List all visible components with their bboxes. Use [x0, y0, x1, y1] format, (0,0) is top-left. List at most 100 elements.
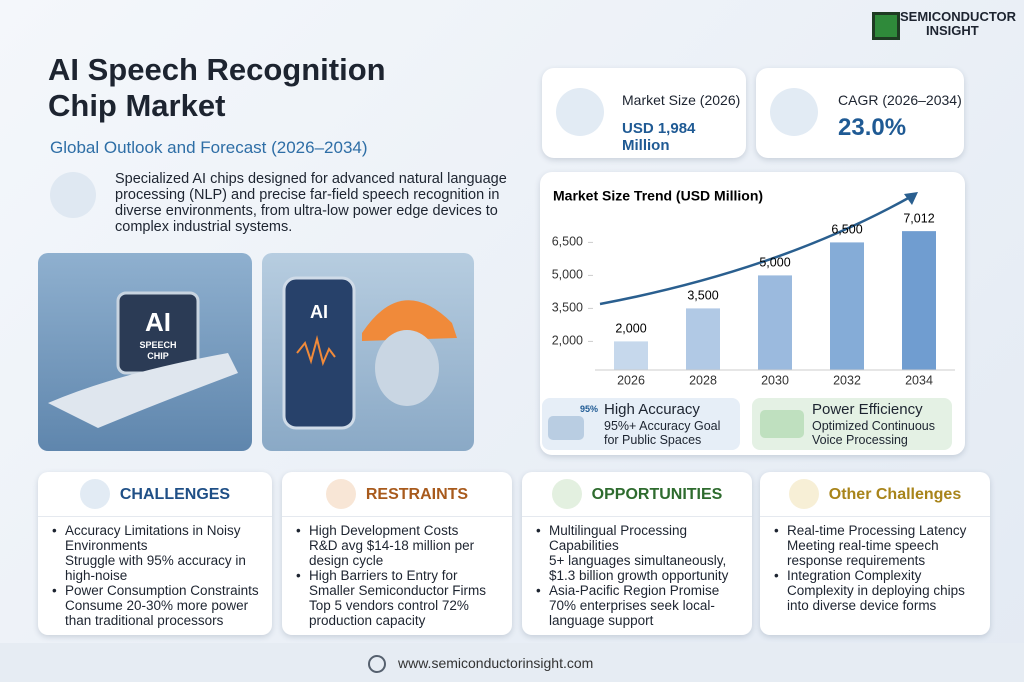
stat-card: Market Size (2026) USD 1,984 Million	[542, 68, 746, 158]
logo-text: SEMICONDUCTOR	[900, 9, 1017, 24]
item-heading: High Barriers to Entry for Smaller Semic…	[309, 568, 487, 598]
battery-icon	[760, 410, 804, 438]
x-tick-label: 2030	[761, 373, 789, 387]
chip-icon	[50, 172, 96, 218]
title: AI Speech Recognition Chip Market	[48, 52, 386, 124]
value-label: 2,000	[615, 322, 646, 336]
stat-value: USD 1,984 Million	[622, 120, 696, 154]
item-heading: Real-time Processing Latency	[787, 523, 967, 538]
item-heading: Multilingual Processing Capabilities	[549, 523, 688, 553]
item-detail: 5+ languages simultaneously, $1.3 billio…	[549, 553, 729, 583]
globe-icon	[368, 655, 386, 673]
item-heading: Asia-Pacific Region Promise	[549, 583, 720, 598]
panel-icon	[325, 479, 356, 509]
panel: Other Challenges Real-time Processing Lat…	[760, 472, 990, 635]
feature-detail: Optimized Continuous Voice Processing	[812, 419, 935, 447]
feature-title: High Accuracy	[604, 401, 700, 418]
x-tick-label: 2028	[689, 373, 717, 387]
x-tick-label: 2026	[617, 373, 645, 387]
feature-title: Power Efficiency	[812, 401, 923, 418]
panel-icon	[79, 479, 110, 509]
subtitle: Global Outlook and Forecast (2026–2034)	[50, 138, 368, 157]
bar	[758, 275, 792, 370]
description: Specialized AI chips designed for advanc…	[115, 171, 507, 235]
logo: SEMICONDUCTOR INSIGHT	[900, 10, 1016, 38]
panel-header: CHALLENGES	[38, 472, 272, 517]
trend-arrowhead	[904, 192, 918, 205]
panel-icon	[788, 479, 819, 509]
engineer-illustration: AI	[262, 253, 474, 451]
x-tick-label: 2032	[833, 373, 861, 387]
feature-card: Power Efficiency Optimized Continuous Vo…	[752, 398, 952, 450]
chip-art: AI SPEECH CHIP	[48, 291, 238, 428]
item-detail: Consume 20-30% more power than tradition…	[65, 598, 249, 628]
y-tick-label: 3,500	[552, 301, 583, 315]
chip-illustration: AI SPEECH CHIP	[38, 253, 252, 451]
panel-item: Accuracy Limitations in Noisy Environmen…	[52, 523, 260, 583]
value-label: 5,000	[759, 256, 790, 270]
logo-text: INSIGHT	[926, 23, 979, 38]
feature-icon-label: 95%	[580, 404, 599, 414]
panel: OPPORTUNITIES Multilingual Processing Cap…	[522, 472, 752, 635]
panel-header: RESTRAINTS	[282, 472, 512, 517]
item-detail: Struggle with 95% accuracy in high-noise	[65, 553, 246, 583]
value-label: 7,012	[903, 211, 934, 225]
panel-header: Other Challenges	[760, 472, 990, 517]
item-heading: High Development Costs	[309, 523, 459, 538]
panel-list: Accuracy Limitations in Noisy Environmen…	[52, 523, 260, 628]
mic-icon	[548, 416, 584, 440]
y-tick-label: 5,000	[552, 268, 583, 282]
value-label: 3,500	[687, 289, 718, 303]
panel-title: CHALLENGES	[119, 485, 231, 503]
chip-text: AI	[145, 307, 171, 337]
stat-icon	[770, 88, 818, 136]
item-detail: 70% enterprises seek local-language supp…	[549, 598, 715, 628]
feature-detail: 95%+ Accuracy Goal for Public Spaces	[604, 419, 721, 447]
bar	[902, 231, 936, 370]
item-detail: Top 5 vendors control 72% production cap…	[309, 598, 469, 628]
item-detail: R&D avg $14-18 million per design cycle	[309, 538, 475, 568]
footer-url: www.semiconductorinsight.com	[398, 655, 594, 671]
item-heading: Power Consumption Constraints	[65, 583, 259, 598]
panel: CHALLENGES Accuracy Limitations in Noisy …	[38, 472, 272, 635]
chip-text: CHIP	[147, 351, 169, 361]
chip-text: SPEECH	[139, 340, 176, 350]
panel-title: OPPORTUNITIES	[591, 485, 723, 503]
phone-text: AI	[310, 302, 328, 322]
x-tick-label: 2034	[905, 373, 933, 387]
title-line: Chip Market	[48, 88, 226, 123]
y-tick-label: 6,500	[552, 235, 583, 249]
panel-title: Other Challenges	[828, 485, 962, 503]
logo-icon	[872, 12, 900, 40]
chart-title: Market Size Trend (USD Million)	[553, 188, 763, 204]
item-detail: Meeting real-time speech response requir…	[787, 538, 939, 568]
panel-icon	[551, 479, 582, 509]
stat-icon	[556, 88, 604, 136]
engineer-art: AI	[282, 276, 457, 430]
bar	[614, 341, 648, 370]
item-detail: Complexity in deploying chips into diver…	[787, 583, 965, 613]
trend-arrow	[599, 194, 913, 306]
panel-header: OPPORTUNITIES	[522, 472, 752, 517]
stat-label: Market Size (2026)	[622, 92, 741, 108]
footer	[0, 643, 1024, 682]
bar	[686, 308, 720, 370]
title-line: AI Speech Recognition	[48, 52, 386, 87]
bar	[830, 242, 864, 370]
y-tick-label: 2,000	[552, 334, 583, 348]
stat-card: CAGR (2026–2034) 23.0%	[756, 68, 964, 158]
panel-item: High Barriers to Entry for Smaller Semic…	[296, 568, 500, 628]
value-label: 6,500	[831, 223, 862, 237]
